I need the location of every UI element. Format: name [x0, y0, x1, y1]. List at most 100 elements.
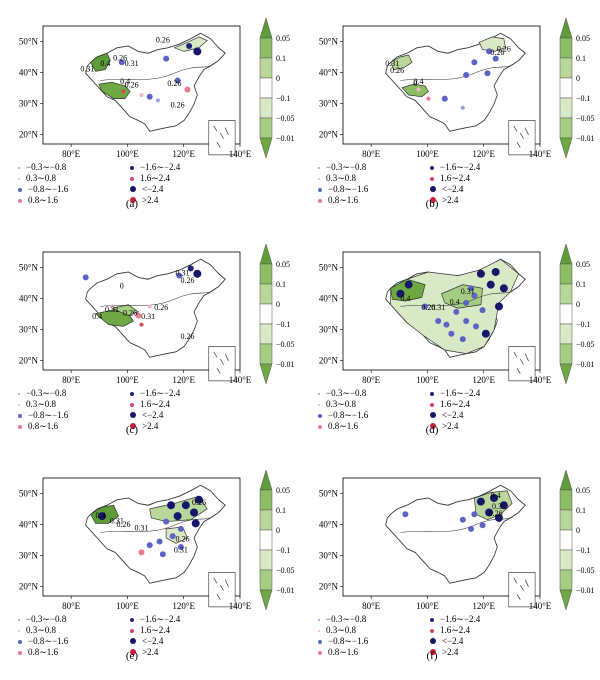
contour-label: 0.31 [385, 59, 399, 68]
colorbar-label: 0.1 [276, 506, 286, 515]
colorbar-label: 0.05 [576, 34, 590, 43]
station-dot [486, 48, 493, 55]
legend-text: >2.4 [442, 195, 459, 205]
station-dot [177, 543, 184, 550]
legend-dot [430, 628, 434, 633]
colorbar-segment [259, 17, 273, 39]
y-tick-label: 20°N [319, 356, 339, 366]
station-dot [486, 280, 495, 289]
legend-text: −1.6∼−2.4 [140, 162, 181, 172]
map-svg-e: 0.40.310.26 0.310.260.310.2650°N40°N30°N2… [19, 469, 295, 611]
colorbar-segment [559, 343, 573, 365]
y-tick-label: 40°N [19, 68, 39, 78]
contour-label: 0.26 [192, 498, 206, 507]
map-svg-b: 0.310.260.40.2600.2650°N40°N30°N20°N80°E… [319, 17, 595, 159]
station-dot [472, 323, 479, 330]
legend-dot [18, 198, 22, 203]
legend-dot [318, 639, 322, 644]
legend-dot [430, 391, 434, 396]
colorbar-label: 0.1 [576, 506, 586, 515]
station-dot [193, 269, 202, 278]
panel-label: (b) [425, 198, 439, 210]
station-dot [82, 274, 89, 281]
legend-text: −1.6∼−2.4 [440, 162, 481, 172]
y-tick-label: 40°N [19, 520, 39, 530]
x-tick-label: 140°E [229, 375, 252, 385]
legend-text: 1.6∼2.4 [140, 399, 171, 409]
legend-item: −0.8∼−1.6 [318, 410, 368, 421]
panel-label: (a) [125, 198, 139, 210]
shaded-region [401, 83, 429, 98]
station-dot [481, 329, 490, 338]
legend-item: 0.3∼0.8 [18, 625, 56, 636]
south-china-sea-inset [208, 120, 236, 156]
legend-text: −0.3∼−0.8 [26, 162, 67, 172]
legend-item: 1.6∼2.4 [130, 173, 170, 184]
colorbar-segment [259, 137, 273, 159]
contour-label: 0.26 [421, 303, 435, 312]
station-dot [138, 549, 145, 556]
south-china-sea-inset [208, 346, 236, 382]
station-dot [479, 522, 486, 529]
y-tick-label: 50°N [319, 489, 339, 499]
south-china-sea-inset [508, 572, 536, 608]
legend-dot [318, 198, 322, 203]
contour-label: 0.31 [80, 64, 94, 73]
legend-dot [130, 186, 136, 192]
legend-text: −0.8∼−1.6 [328, 410, 369, 420]
colorbar-label: 0.05 [576, 486, 590, 495]
legend-item: >2.4 [430, 421, 458, 431]
legend-text: −1.6∼−2.4 [140, 388, 181, 398]
station-dot [169, 533, 176, 540]
legend-item: −0.3∼−0.8 [18, 388, 66, 399]
y-tick-label: 40°N [319, 520, 339, 530]
colorbar-label: −0.1 [576, 320, 591, 329]
legend-item: 1.6∼2.4 [430, 399, 470, 410]
contour-label: 0.4 [120, 77, 130, 86]
legend-item: 0.3∼0.8 [18, 399, 56, 410]
country-outline [85, 32, 226, 132]
legend-text: <−2.4 [142, 636, 164, 646]
legend-dot [318, 392, 320, 395]
legend-item: <−2.4 [130, 184, 163, 194]
station-dot [135, 312, 142, 319]
station-dot [139, 322, 144, 327]
legend-dot [318, 166, 320, 169]
x-tick-label: 80°E [362, 149, 381, 159]
contour-label: 0.31 [125, 59, 139, 68]
x-tick-label: 120°E [172, 149, 195, 159]
legend-dot [130, 391, 134, 396]
legend-text: >2.4 [442, 647, 459, 657]
contour-label: 0.26 [176, 535, 190, 544]
colorbar-label: −0.01 [276, 586, 295, 595]
legend-dot [18, 629, 20, 632]
shaded-region [390, 54, 413, 70]
legend-dot [18, 639, 22, 644]
colorbar-segment [559, 137, 573, 159]
legend-dot [318, 187, 322, 192]
inset-islands [513, 577, 529, 600]
legend-item: 0.8∼1.6 [18, 421, 58, 432]
x-tick-label: 100°E [116, 149, 139, 159]
station-dot [490, 493, 499, 502]
x-tick-label: 140°E [529, 149, 552, 159]
legend-item: −1.6∼−2.4 [130, 388, 180, 399]
map-panel-a: 0.26 0.4 0.31 0.26 0.31 0.26 0.4 0.26 0.26 50°N 40… [0, 0, 300, 226]
legend-text: >2.4 [442, 421, 459, 431]
colorbar-segment [559, 569, 573, 591]
colorbar-label: −0.01 [276, 360, 295, 369]
station-dot [459, 516, 466, 523]
legend-item: 0.8∼1.6 [318, 647, 358, 658]
station-dot [118, 59, 125, 66]
inset-islands [513, 125, 529, 148]
colorbar-label: 0 [276, 526, 280, 535]
colorbar-segment [559, 549, 573, 571]
station-dot [459, 336, 466, 343]
contour-label: 0.31 [176, 269, 190, 278]
colorbar-label: 0.05 [276, 486, 290, 495]
colorbar-segment [259, 263, 273, 285]
contour-line [400, 62, 516, 81]
x-tick-label: 140°E [529, 601, 552, 611]
colorbar-segment [259, 323, 273, 345]
colorbar-label: 0.1 [576, 280, 586, 289]
